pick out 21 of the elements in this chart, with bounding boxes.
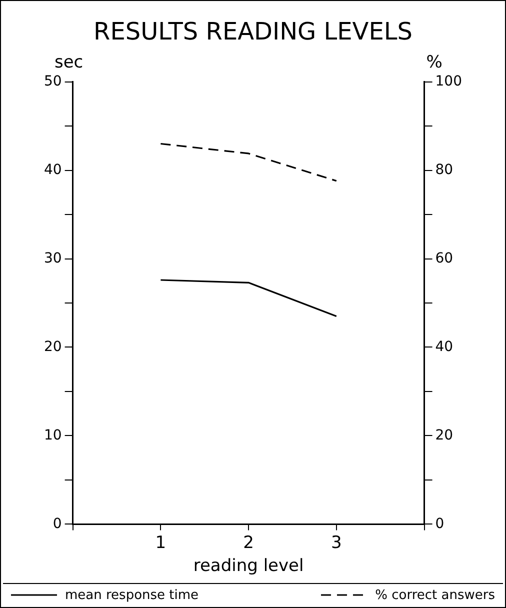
y2-tick-label: 0: [435, 516, 444, 532]
y-tick-label: 0: [52, 516, 62, 532]
chart-title: RESULTS READING LEVELS: [94, 18, 412, 46]
y2-axis-title: %: [426, 52, 442, 73]
x-tick-label: 1: [155, 532, 166, 553]
y2-tick-label: 80: [435, 162, 454, 178]
y2-tick-label: 40: [435, 338, 454, 355]
x-tick-label: 2: [243, 532, 254, 553]
legend-label: % correct answers: [375, 588, 495, 602]
x-tick-label: 3: [331, 532, 342, 553]
y2-tick-label: 100: [435, 73, 462, 90]
y2-tick-label: 60: [435, 250, 454, 266]
y2-tick-label: 20: [435, 427, 454, 444]
y-tick-label: 40: [44, 162, 62, 178]
y-tick-label: 20: [44, 338, 62, 355]
y-tick-label: 50: [44, 73, 62, 90]
y-tick-label: 30: [44, 250, 62, 266]
x-axis-title: reading level: [193, 556, 304, 576]
legend-label: mean response time: [65, 588, 199, 602]
y-tick-label: 10: [44, 427, 62, 444]
y-axis-title: sec: [54, 52, 84, 73]
